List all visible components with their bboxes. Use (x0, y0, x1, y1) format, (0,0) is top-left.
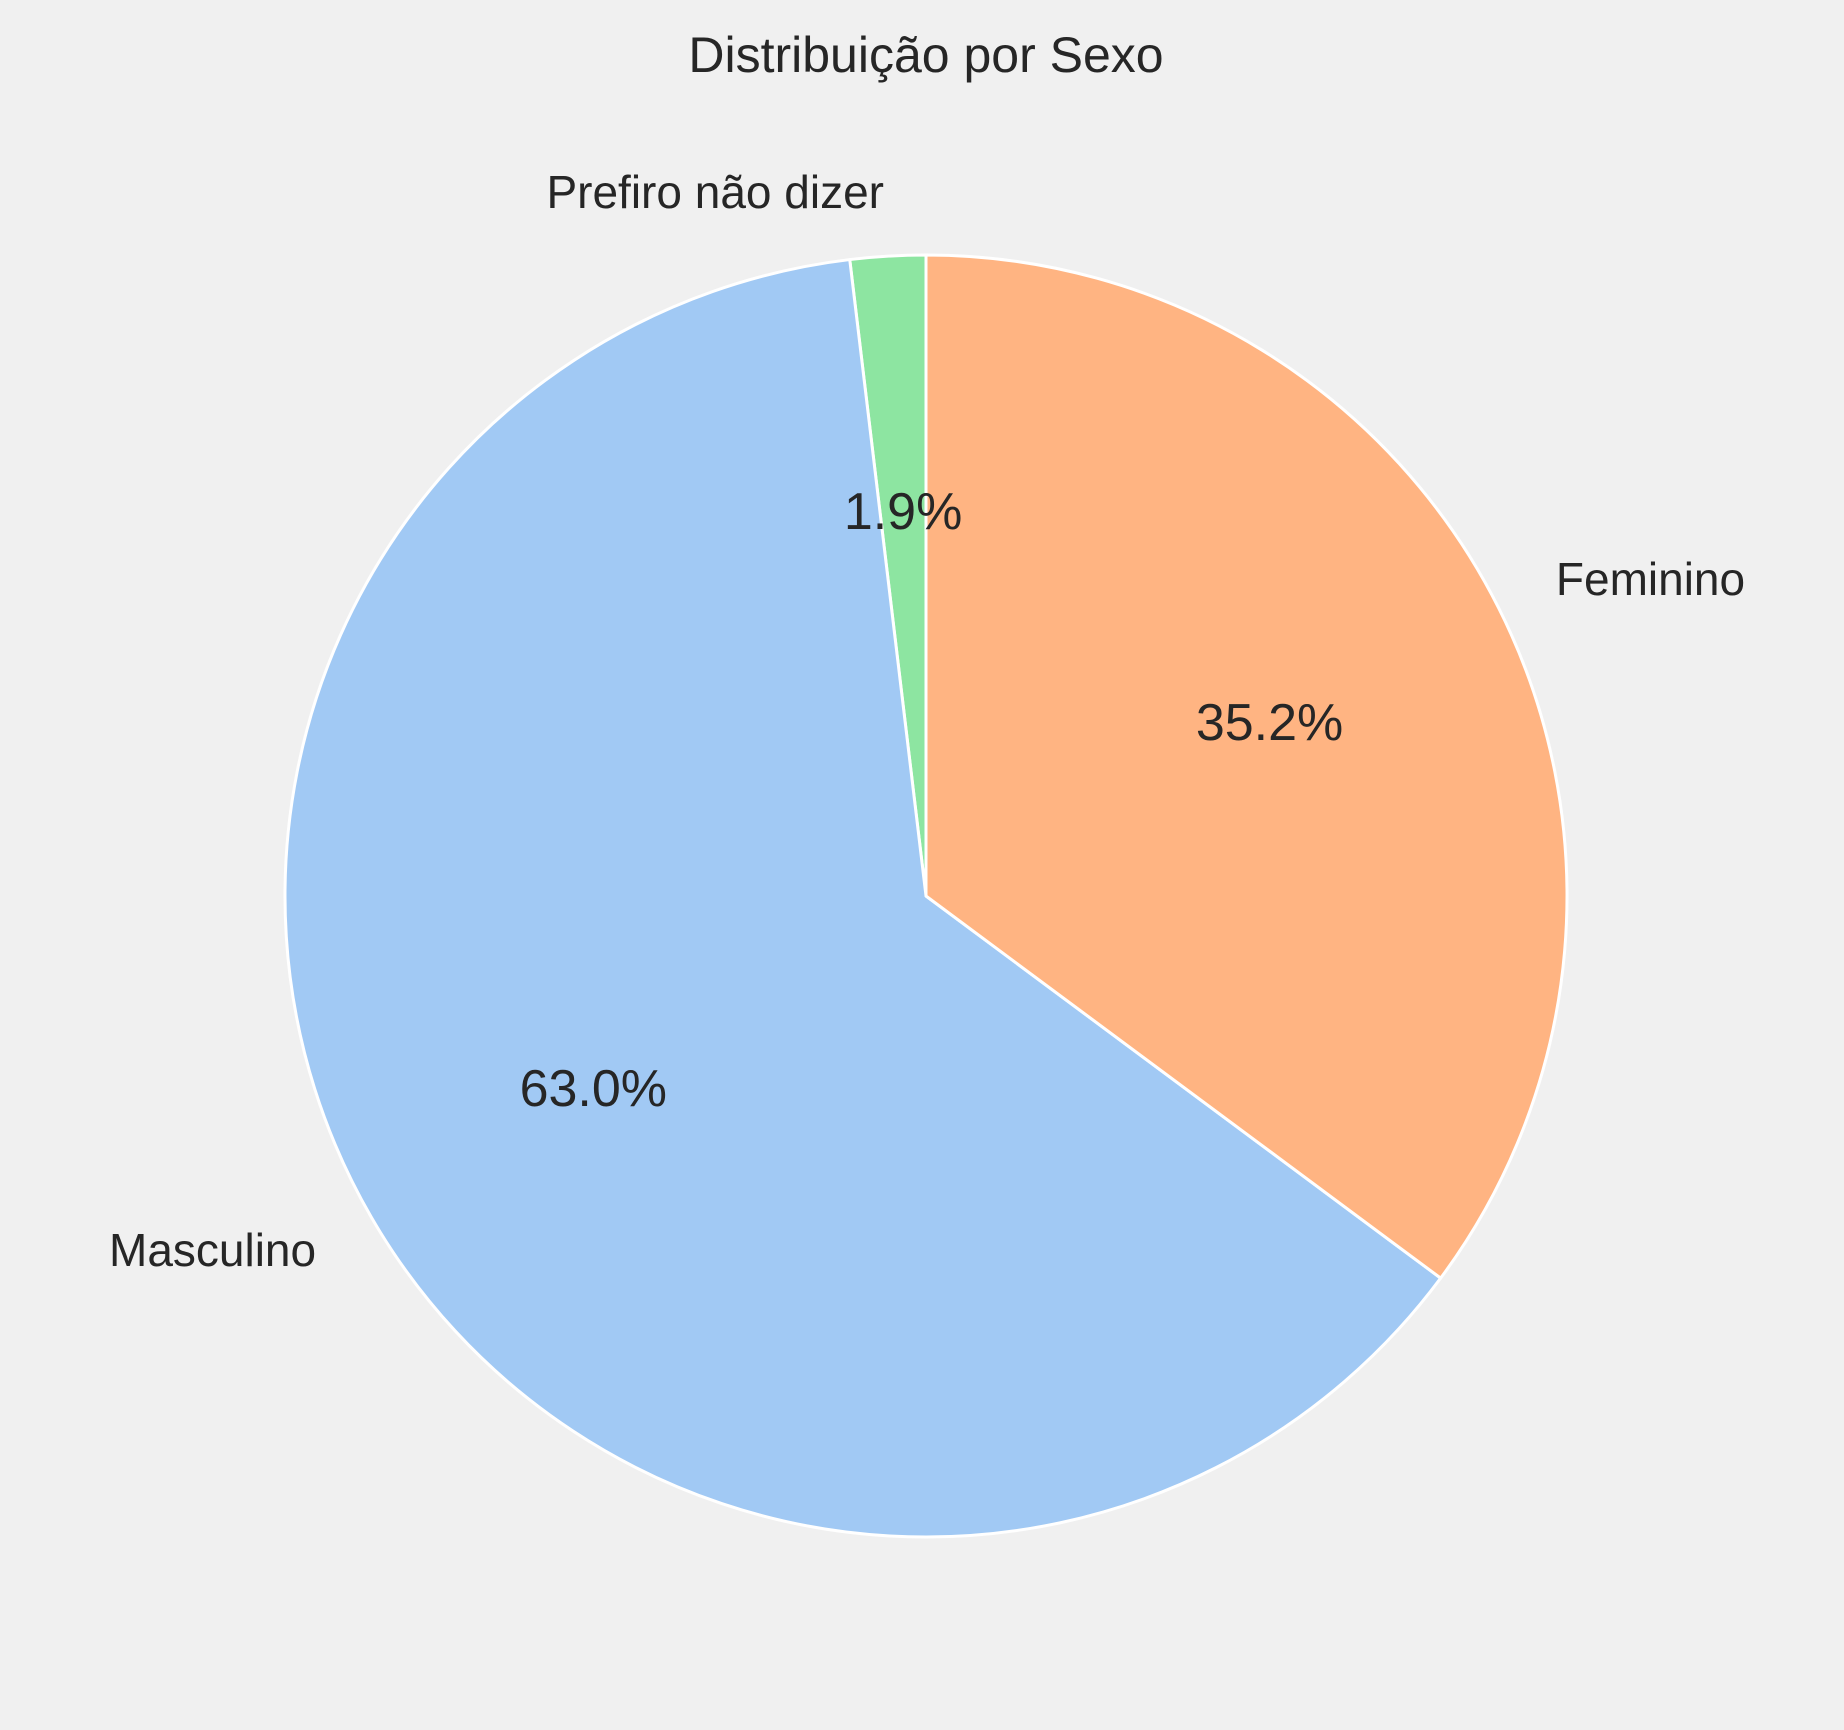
slice-percent-feminino: 35.2% (1196, 694, 1343, 752)
pie-slice-masculino (283, 258, 1443, 1539)
slice-label-prefiro-nao-dizer: Prefiro não dizer (546, 166, 884, 218)
slice-label-masculino: Masculino (109, 1224, 316, 1276)
pie-slice-feminino (924, 253, 1569, 1280)
chart-title: Distribuição por Sexo (688, 27, 1163, 83)
slice-percent-masculino: 63.0% (520, 1060, 667, 1118)
slice-percent-prefiro-nao-dizer: 1.9% (844, 483, 963, 541)
pie-labels: Prefiro não dizer 1.9% Masculino 63.0% Femin… (109, 166, 1745, 1276)
slice-label-feminino: Feminino (1556, 553, 1745, 605)
pie-slices (283, 253, 1569, 1539)
